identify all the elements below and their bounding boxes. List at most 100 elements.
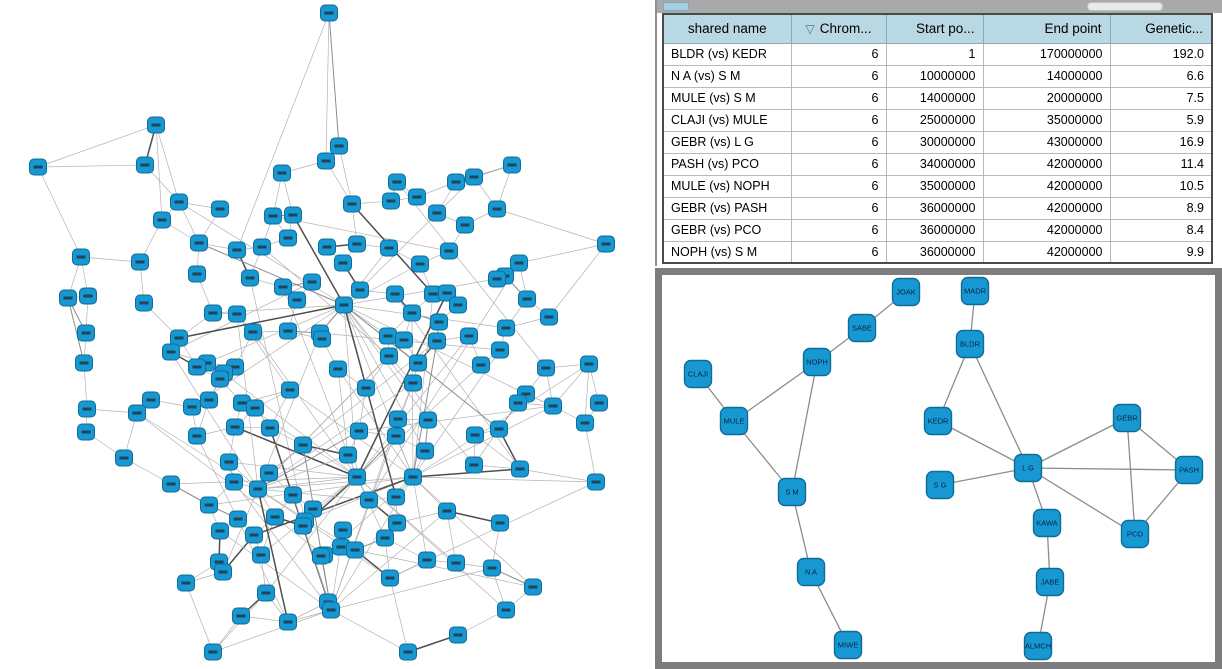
network-node[interactable] [204, 643, 222, 661]
network-node[interactable] [438, 284, 456, 302]
large-network-canvas[interactable] [0, 0, 655, 669]
table-row[interactable]: GEBR (vs) PCO 6 36000000 42000000 8.4 [663, 219, 1213, 242]
network-node[interactable] [320, 4, 338, 22]
network-node[interactable] [245, 526, 263, 544]
network-node[interactable] [419, 411, 437, 429]
network-node[interactable] [257, 584, 275, 602]
network-node[interactable] [388, 514, 406, 532]
network-node[interactable] [465, 168, 483, 186]
network-node-JOAK[interactable]: JOAK [891, 277, 921, 307]
table-row[interactable]: NOPH (vs) S M 6 36000000 42000000 9.9 [663, 241, 1213, 264]
network-node[interactable] [348, 235, 366, 253]
network-node[interactable] [490, 420, 508, 438]
network-node[interactable] [408, 188, 426, 206]
network-node[interactable] [590, 394, 608, 412]
network-node[interactable] [472, 356, 490, 374]
node-box[interactable] [923, 406, 953, 436]
network-node[interactable] [357, 379, 375, 397]
network-node[interactable] [509, 394, 527, 412]
network-node[interactable] [428, 332, 446, 350]
network-node-SABE[interactable]: SABE [847, 313, 877, 343]
network-node[interactable] [279, 229, 297, 247]
network-node[interactable] [350, 422, 368, 440]
network-node[interactable] [587, 473, 605, 491]
table-row[interactable]: CLAJI (vs) MULE 6 25000000 35000000 5.9 [663, 109, 1213, 132]
network-node-ALMCH[interactable]: ALMCH [1023, 631, 1053, 661]
node-box[interactable] [1112, 403, 1142, 433]
network-node[interactable] [294, 436, 312, 454]
network-node[interactable] [449, 296, 467, 314]
network-node[interactable] [379, 327, 397, 345]
network-node[interactable] [322, 601, 340, 619]
network-node[interactable] [131, 253, 149, 271]
network-node[interactable] [225, 473, 243, 491]
network-node[interactable] [241, 269, 259, 287]
network-node[interactable] [537, 359, 555, 377]
network-node[interactable] [77, 423, 95, 441]
network-node[interactable] [162, 475, 180, 493]
table-row[interactable]: MULE (vs) S M 6 14000000 20000000 7.5 [663, 87, 1213, 110]
network-node[interactable] [188, 358, 206, 376]
network-node[interactable] [386, 285, 404, 303]
network-node[interactable] [135, 294, 153, 312]
network-node[interactable] [483, 559, 501, 577]
network-node[interactable] [360, 491, 378, 509]
network-node[interactable] [348, 468, 366, 486]
network-node-SG[interactable]: S G [925, 470, 955, 500]
column-header-chrom---[interactable]: ▽ Chrom... [790, 14, 887, 44]
network-node[interactable] [211, 522, 229, 540]
network-node[interactable] [279, 322, 297, 340]
network-node[interactable] [183, 398, 201, 416]
network-node-PASH[interactable]: PASH [1174, 455, 1204, 485]
network-node[interactable] [334, 521, 352, 539]
network-node-CLAJI[interactable]: CLAJI [683, 359, 713, 389]
network-node[interactable] [466, 426, 484, 444]
node-box[interactable] [1035, 567, 1065, 597]
network-node-SM[interactable]: S M [777, 477, 807, 507]
network-node[interactable] [380, 239, 398, 257]
network-node[interactable] [488, 270, 506, 288]
node-box[interactable] [683, 359, 713, 389]
network-node[interactable] [264, 207, 282, 225]
node-box[interactable] [796, 557, 826, 587]
network-node[interactable] [266, 508, 284, 526]
network-node[interactable] [440, 242, 458, 260]
column-header-genetic---[interactable]: Genetic... [1109, 14, 1213, 44]
network-node-MIWE[interactable]: MIWE [833, 630, 863, 660]
network-node[interactable] [252, 546, 270, 564]
node-box[interactable] [802, 347, 832, 377]
network-edge-NOPH-MULE[interactable] [733, 361, 818, 422]
network-node[interactable] [447, 173, 465, 191]
network-node[interactable] [226, 418, 244, 436]
node-box[interactable] [1023, 631, 1053, 661]
network-node[interactable] [404, 374, 422, 392]
network-node[interactable] [334, 254, 352, 272]
network-node[interactable] [75, 354, 93, 372]
scrollbar-thumb[interactable] [1087, 2, 1163, 11]
network-node[interactable] [409, 354, 427, 372]
network-node[interactable] [418, 551, 436, 569]
network-node[interactable] [497, 319, 515, 337]
network-edge-LG-PCO[interactable] [1027, 467, 1136, 535]
network-node[interactable] [72, 248, 90, 266]
network-node-GEBR[interactable]: GEBR [1112, 403, 1142, 433]
network-node[interactable] [229, 510, 247, 528]
network-node[interactable] [518, 290, 536, 308]
network-node[interactable] [351, 281, 369, 299]
network-node[interactable] [387, 488, 405, 506]
network-node[interactable] [399, 643, 417, 661]
network-node[interactable] [491, 514, 509, 532]
network-node[interactable] [491, 341, 509, 359]
network-node[interactable] [510, 254, 528, 272]
node-box[interactable] [960, 276, 990, 306]
network-node[interactable] [249, 480, 267, 498]
network-edge-LG-PASH[interactable] [1027, 467, 1190, 471]
network-node[interactable] [204, 304, 222, 322]
network-node[interactable] [228, 305, 246, 323]
toolbar-chip-icon[interactable] [663, 2, 689, 11]
network-node[interactable] [77, 324, 95, 342]
network-node[interactable] [253, 238, 271, 256]
network-edge-NOPH-SM[interactable] [791, 361, 818, 493]
network-node[interactable] [261, 419, 279, 437]
